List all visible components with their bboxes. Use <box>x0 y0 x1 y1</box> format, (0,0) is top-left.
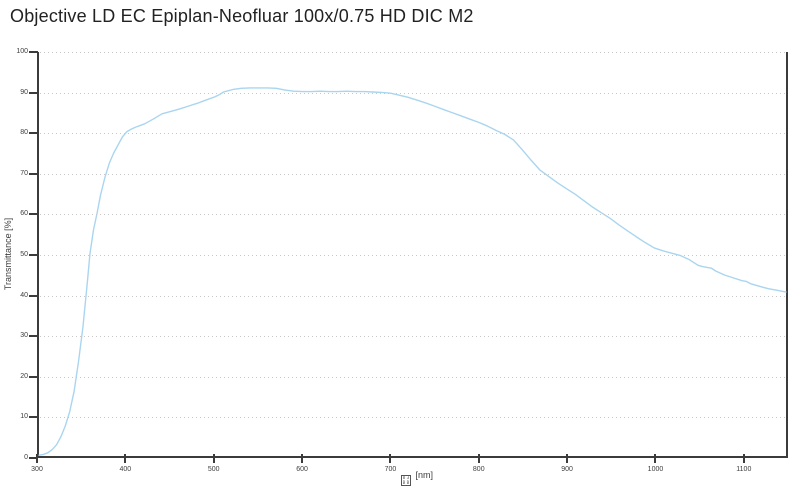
curve-canvas <box>38 87 787 456</box>
x-tick <box>389 454 392 463</box>
x-tick-label: 600 <box>296 466 308 473</box>
x-tick <box>124 454 127 463</box>
y-tick <box>29 172 38 175</box>
y-gridline <box>40 376 785 378</box>
x-tick-label: 1000 <box>647 466 664 473</box>
x-tick-label: 500 <box>207 466 220 473</box>
tofu-hex-digit: B <box>406 479 410 485</box>
y-gridline <box>40 92 785 94</box>
x-tick-label: 400 <box>119 466 132 473</box>
plot-area <box>37 52 788 458</box>
y-tick-label: 50 <box>20 251 28 258</box>
y-gridline <box>40 52 785 53</box>
y-gridline <box>40 295 785 297</box>
tofu-hex-digit: B <box>402 479 406 485</box>
transmittance-curve <box>38 87 787 456</box>
tofu-hex-digit: 3 <box>406 475 410 480</box>
y-tick-label: 80 <box>20 129 28 137</box>
y-tick <box>29 91 38 94</box>
y-gridline <box>40 133 785 135</box>
y-tick-label: 40 <box>20 291 28 299</box>
y-tick <box>29 375 38 378</box>
missing-glyph-lambda-icon: 0 3 B B <box>400 475 411 486</box>
y-tick-label: 70 <box>20 169 28 177</box>
y-tick <box>29 254 38 256</box>
x-axis-label: 0 3 B B [nm] <box>372 470 462 486</box>
chart-title: Objective LD EC Epiplan-Neofluar 100x/0.… <box>10 6 474 26</box>
x-tick <box>301 454 304 463</box>
y-tick <box>29 213 38 216</box>
y-tick-label: 30 <box>20 332 28 340</box>
y-tick <box>29 416 38 419</box>
y-tick-label: 0 <box>24 454 28 461</box>
y-gridline <box>40 417 785 419</box>
x-tick-label: 1100 <box>736 466 752 473</box>
y-tick-label: 90 <box>20 88 28 96</box>
y-tick-label: 60 <box>20 210 28 218</box>
y-tick-label: 100 <box>16 48 28 55</box>
x-tick <box>566 454 569 463</box>
y-tick <box>29 457 38 459</box>
y-gridline <box>40 255 785 256</box>
x-tick-label: 800 <box>472 466 485 473</box>
y-gridline <box>40 214 785 216</box>
x-tick <box>742 454 745 463</box>
x-tick-label: 300 <box>31 466 43 473</box>
y-gridline <box>40 336 785 338</box>
x-tick <box>477 454 480 463</box>
x-tick <box>36 454 38 463</box>
x-axis-unit: [nm] <box>415 470 434 480</box>
x-tick-label: 900 <box>561 466 573 473</box>
x-tick-label: 700 <box>384 466 397 473</box>
tofu-hex-digit: 0 <box>402 475 406 480</box>
x-tick <box>212 454 215 463</box>
y-tick <box>29 132 38 135</box>
y-tick-label: 10 <box>20 413 28 421</box>
x-tick <box>654 454 657 463</box>
y-tick <box>29 335 38 338</box>
y-gridline <box>40 173 785 175</box>
y-tick <box>29 294 38 297</box>
y-tick <box>29 51 38 53</box>
y-tick-label: 20 <box>20 372 28 380</box>
